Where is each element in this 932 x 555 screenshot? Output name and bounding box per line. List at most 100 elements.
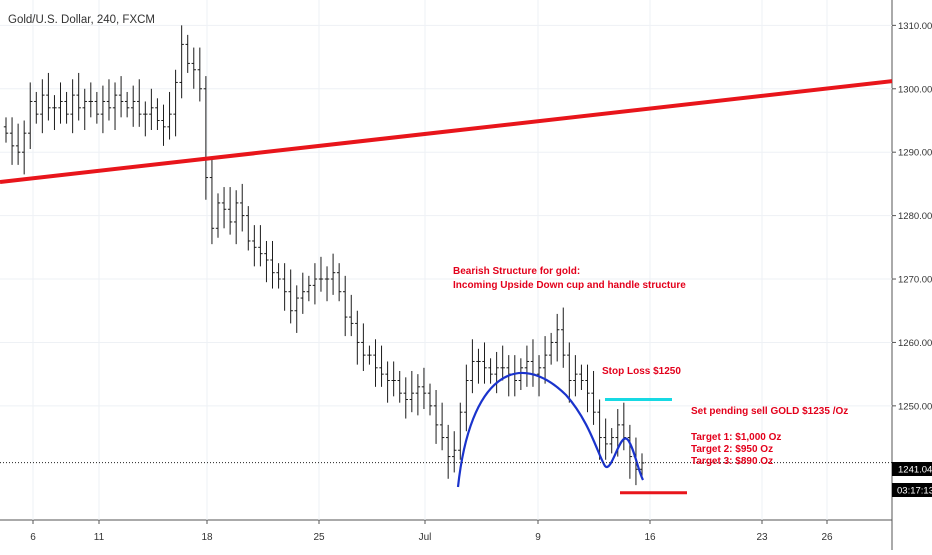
ohlc-bar <box>318 256 324 292</box>
x-axis-ticks: 6 11 18 25 Jul 9 16 23 26 <box>30 520 833 543</box>
y-tick-label: 1280.00 <box>898 211 932 222</box>
price-tag-box <box>892 462 932 476</box>
ohlc-bar <box>391 361 396 397</box>
ohlc-bar <box>221 187 227 229</box>
ohlc-bar <box>627 424 633 479</box>
annotation-target-1: Target 1: $1,000 Oz <box>691 432 781 443</box>
ohlc-bar <box>197 47 203 102</box>
ohlc-bar <box>203 76 209 200</box>
ohlc-bar <box>112 82 118 130</box>
ohlc-bar <box>343 275 348 337</box>
x-tick-label: Jul <box>419 532 432 543</box>
ohlc-bar <box>464 364 469 432</box>
ohlc-bar <box>433 390 439 444</box>
ohlc-bar <box>28 82 33 150</box>
ohlc-bar <box>124 91 130 118</box>
ohlc-bar <box>500 345 505 381</box>
ohlc-bar <box>409 370 415 413</box>
ohlc-bar <box>452 431 457 473</box>
ohlc-bar <box>3 117 9 143</box>
ohlc-bar <box>385 361 390 403</box>
ohlc-bar <box>597 399 602 460</box>
ohlc-bar <box>324 266 330 302</box>
ohlc-bar <box>100 85 106 134</box>
price-tag: 1241.04 03:17:13 <box>892 462 932 497</box>
x-tick-label: 11 <box>94 532 105 543</box>
ohlc-bar <box>167 91 172 140</box>
ohlc-bar <box>603 418 608 460</box>
ohlc-bar <box>106 79 112 121</box>
y-tick-label: 1310.00 <box>898 21 932 32</box>
ohlc-bar <box>88 82 93 118</box>
x-tick-label: 25 <box>313 532 325 543</box>
ohlc-bar <box>415 374 421 416</box>
countdown-label: 03:17:13 <box>897 486 932 497</box>
ohlc-bar <box>494 351 499 394</box>
ohlc-bar <box>445 424 451 479</box>
ohlc-bar <box>542 336 548 384</box>
ohlc-bar <box>191 47 196 89</box>
annotation-target-3: Target 3: $890 Oz <box>691 456 773 467</box>
ohlc-bar <box>579 364 584 390</box>
annotation-cup-handle: Incoming Upside Down cup and handle stru… <box>453 280 686 291</box>
ohlc-bar <box>94 91 100 124</box>
ohlc-bar <box>379 345 384 387</box>
x-tick-label: 26 <box>821 532 833 543</box>
ohlc-bar <box>555 313 560 362</box>
ohlc-bar <box>276 263 281 289</box>
ohlc-bar <box>367 345 372 365</box>
ohlc-bar <box>585 364 590 413</box>
overlays <box>0 79 893 495</box>
resistance-trendline[interactable] <box>0 79 893 184</box>
ohlc-bar <box>561 307 566 368</box>
x-tick-label: 23 <box>756 532 768 543</box>
ohlc-bar <box>476 348 481 384</box>
ohlc-bar <box>397 370 402 403</box>
cup-handle-curve[interactable] <box>456 371 644 488</box>
ohlc-bar <box>40 79 45 134</box>
ohlc-bar <box>246 206 251 251</box>
ohlc-bar <box>70 79 75 134</box>
ohlc-bar <box>403 377 408 419</box>
ohlc-bar <box>609 428 614 454</box>
price-bars <box>3 25 645 486</box>
ohlc-bar <box>240 183 245 232</box>
ohlc-bar <box>439 402 445 451</box>
annotation-target-2: Target 2: $950 Oz <box>691 444 773 455</box>
ohlc-bar <box>336 263 342 302</box>
ohlc-bar <box>131 85 136 127</box>
annotation-stop-loss: Stop Loss $1250 <box>602 366 681 377</box>
ohlc-bar <box>46 72 51 121</box>
chart-title: Gold/U.S. Dollar, 240, FXCM <box>8 14 155 26</box>
ohlc-bar <box>76 72 81 121</box>
x-tick-label: 18 <box>201 532 213 543</box>
ohlc-bar <box>300 272 305 314</box>
annotations: Bearish Structure for gold: Incoming Ups… <box>453 266 848 467</box>
ohlc-bar <box>482 342 487 384</box>
ohlc-bar <box>227 187 233 235</box>
grid-lines <box>0 0 893 550</box>
ohlc-bar <box>82 88 87 130</box>
ohlc-bar <box>306 275 312 302</box>
ohlc-bar <box>58 82 63 124</box>
ohlc-bar <box>64 91 69 124</box>
ohlc-bar <box>149 88 154 130</box>
ohlc-bar <box>264 240 269 283</box>
ohlc-bar <box>9 117 15 165</box>
ohlc-bar <box>427 383 433 416</box>
ohlc-bar <box>15 123 21 165</box>
y-tick-label: 1250.00 <box>898 401 932 412</box>
price-tag-label: 1241.04 <box>898 465 932 476</box>
ohlc-bar <box>173 69 178 137</box>
ohlc-bar <box>155 98 160 130</box>
ohlc-bar <box>488 358 493 384</box>
y-axis-ticks: 1310.00 1300.00 1290.00 1280.00 1270.00 1260.… <box>892 21 932 412</box>
ohlc-bar <box>591 370 596 425</box>
ohlc-bar <box>518 358 524 390</box>
ohlc-bar <box>270 240 275 289</box>
ohlc-bar <box>209 158 215 245</box>
annotation-pending-sell: Set pending sell GOLD $1235 /Oz <box>691 406 848 417</box>
ohlc-bar <box>52 95 57 130</box>
